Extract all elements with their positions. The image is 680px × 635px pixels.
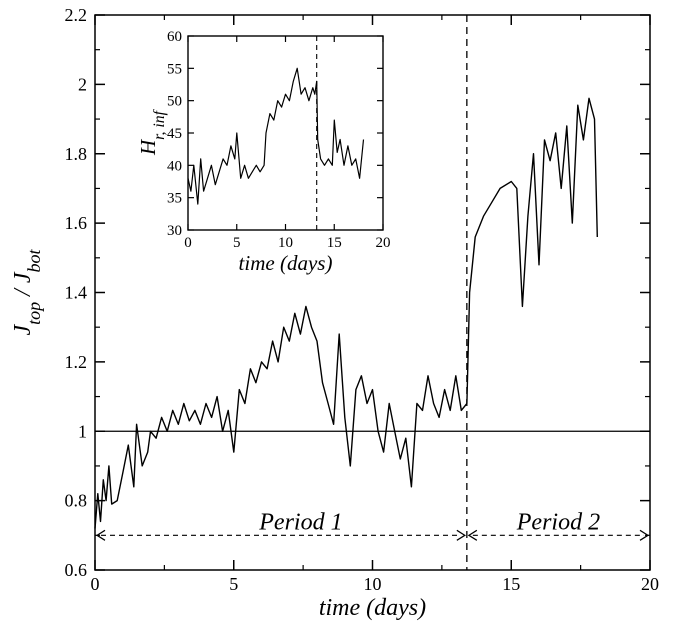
inset-x-tick-label: 20: [376, 235, 391, 251]
inset-x-tick-label: 10: [278, 235, 293, 251]
inset-y-tick-label: 30: [167, 223, 182, 239]
x-axis-title: time (days): [319, 595, 426, 621]
inset-y-tick-label: 45: [167, 126, 182, 142]
inset-panel: 0 5 10 15 20 30 35 40 45 50 55 60 time (days) Hr, inf: [136, 29, 391, 275]
y-tick-label: 1: [78, 421, 87, 441]
inset-y-tick-label: 35: [167, 191, 182, 207]
y-axis-title: Jtop / Jbot: [10, 249, 44, 336]
inset-y-tick-label: 50: [167, 94, 182, 110]
y-tick-label: 1.4: [65, 283, 88, 303]
inset-y-tick-label: 60: [167, 29, 182, 45]
y-tick-label: 1.2: [65, 352, 88, 372]
y-tick-label: 1.6: [65, 213, 88, 233]
inset-y-axis-title: Hr, inf: [136, 108, 168, 156]
inset-y-tick-label: 55: [167, 61, 182, 77]
series-line-j-ratio: [94, 97, 598, 529]
x-tick-label: 15: [502, 574, 520, 594]
y-tick-label: 0.8: [65, 491, 88, 511]
y-tick-label: 2.2: [65, 5, 88, 25]
main-panel: 0 5 10 15 20 0.6 0.8 1 1.2 1.4 1.6 1.8 2 2.2 time (day…: [10, 5, 659, 621]
x-tick-label: 0: [91, 574, 100, 594]
x-tick-label: 20: [641, 574, 659, 594]
inset-y-tick-label: 40: [167, 158, 182, 174]
inset-series-line-h: [187, 67, 365, 205]
period-label: Period 2: [516, 509, 600, 535]
inset-x-axis-title: time (days): [239, 251, 333, 275]
period-arrowhead-right: [456, 529, 466, 541]
period-arrowhead-left: [95, 529, 106, 541]
period-arrowhead-right: [639, 529, 650, 541]
inset-frame: [187, 35, 384, 231]
inset-x-tick-label: 15: [327, 235, 342, 251]
inset-x-tick-label: 5: [233, 235, 241, 251]
x-tick-label: 5: [229, 574, 238, 594]
y-tick-label: 1.8: [65, 144, 88, 164]
inset-x-tick-label: 0: [184, 235, 192, 251]
period-label: Period 1: [258, 509, 342, 535]
x-tick-label: 10: [364, 574, 382, 594]
y-tick-label: 2: [78, 74, 87, 94]
period-arrowhead-left: [467, 529, 478, 541]
y-tick-label: 0.6: [65, 560, 88, 580]
